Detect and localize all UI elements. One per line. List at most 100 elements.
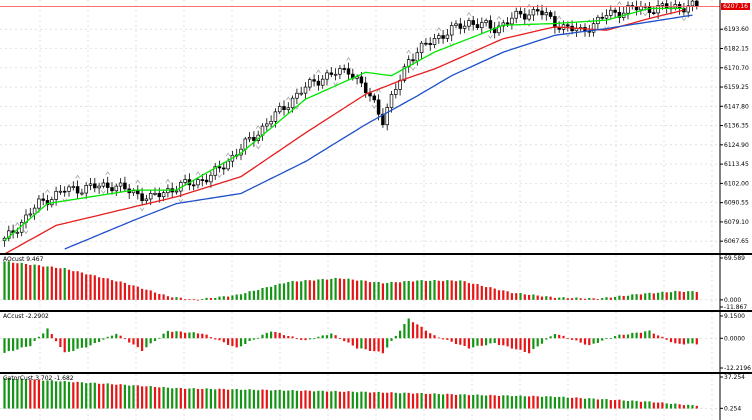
candle-bullish xyxy=(514,10,518,19)
pane-separator[interactable] xyxy=(0,310,752,312)
ao-bar xyxy=(308,280,311,300)
ac-bar xyxy=(24,338,28,347)
gator-bar xyxy=(605,399,608,409)
ac-bar xyxy=(497,338,501,345)
ao-bar xyxy=(678,291,681,300)
candle-bullish xyxy=(325,72,329,80)
ao-bar xyxy=(321,278,324,300)
ac-bar xyxy=(351,338,354,346)
ao-bar xyxy=(437,280,440,300)
ac-bar xyxy=(188,332,191,339)
ao-bar xyxy=(364,280,367,300)
ac-bar xyxy=(364,338,367,350)
gator-bar xyxy=(145,386,148,409)
gator-bar xyxy=(252,389,255,409)
gator-bar xyxy=(93,382,96,409)
ao-bar xyxy=(33,264,36,300)
ao-bar xyxy=(618,295,621,300)
candle-bullish xyxy=(338,68,342,75)
ao-bar xyxy=(566,298,569,300)
candle-bearish xyxy=(157,193,162,198)
ao-bar xyxy=(377,281,380,300)
gator-bar xyxy=(536,396,539,409)
gator-bar xyxy=(33,379,36,409)
ac-bar xyxy=(476,338,479,346)
ao-bar xyxy=(446,280,449,300)
gator-histogram-svg: 37.254 0.254 xyxy=(0,374,745,420)
ao-bar xyxy=(295,281,298,300)
gator-bar xyxy=(433,393,436,409)
ac-bar xyxy=(631,332,634,339)
ac-histogram-svg: 9.1500 0.0000 -12.2196 xyxy=(0,312,751,372)
candle-bullish xyxy=(299,92,303,95)
candle-bearish xyxy=(312,79,316,82)
fractal-up-marker xyxy=(225,152,231,157)
fractal-down-marker xyxy=(62,198,67,203)
candle-bullish xyxy=(101,182,106,187)
fractal-up-marker xyxy=(406,49,411,54)
gator-bar xyxy=(106,383,109,409)
ac-bar xyxy=(72,338,75,351)
price-chart-pane[interactable]: 6193.60 6182.15 6170.70 6159.25 6147.80 6136.… xyxy=(0,0,752,253)
ao-bar xyxy=(55,267,58,300)
ao-bar xyxy=(338,278,341,300)
candle-bullish xyxy=(277,106,282,113)
candle-bearish xyxy=(75,186,80,194)
ao-bar xyxy=(24,263,28,300)
gator-bar xyxy=(313,391,316,409)
candle-bullish xyxy=(67,186,71,192)
ao-bar xyxy=(351,279,354,300)
ao-bar xyxy=(523,294,526,300)
ao-indicator-pane[interactable]: 69.589 0.000 -11.867 AOcust 9.467 xyxy=(0,255,752,310)
ao-bar xyxy=(450,280,453,300)
fractal-up-marker xyxy=(617,1,622,6)
current-price-tag: 6207.16 xyxy=(721,3,750,10)
gator-bar xyxy=(67,381,71,409)
ac-bar xyxy=(132,338,135,345)
ao-bar xyxy=(442,281,445,300)
ao-bar xyxy=(532,294,535,300)
candle-bearish xyxy=(535,9,540,12)
ac-bar xyxy=(403,324,406,339)
gator-bar xyxy=(639,401,642,409)
fractal-up-marker xyxy=(135,179,141,184)
ao-bar xyxy=(153,292,157,300)
candle-bullish xyxy=(118,182,123,187)
ao-bar xyxy=(330,278,333,300)
ac-indicator-pane[interactable]: 9.1500 0.0000 -12.2196 ACcust -2.2902 xyxy=(0,312,752,372)
ac-bar xyxy=(55,338,58,342)
candle-bullish xyxy=(527,14,531,20)
fractal-down-marker xyxy=(372,104,377,109)
ac-bar xyxy=(145,338,148,348)
candle-bullish xyxy=(161,192,166,198)
ao-bar xyxy=(218,296,221,300)
ac-bar xyxy=(80,338,83,348)
gator-bar xyxy=(459,394,462,409)
ac-bar xyxy=(622,334,625,339)
gator-bar xyxy=(540,396,544,409)
gator-bar xyxy=(596,399,599,409)
ao-bar xyxy=(467,283,470,300)
gator-bar xyxy=(454,394,458,409)
candle-bullish xyxy=(626,5,630,14)
ao-bar xyxy=(136,286,139,300)
ac-bar xyxy=(536,338,539,347)
gator-indicator-pane[interactable]: 37.254 0.254 GatorCust 3.702 -1.682 xyxy=(0,374,752,420)
fractal-down-marker xyxy=(178,199,184,203)
ao-bar xyxy=(639,294,642,300)
ao-bar xyxy=(93,275,96,300)
ac-bar xyxy=(300,338,303,340)
candle-bearish xyxy=(140,193,144,202)
candle-bearish xyxy=(518,10,523,15)
price-chart-svg[interactable]: 6193.60 6182.15 6170.70 6159.25 6147.80 6136.… xyxy=(0,0,752,253)
pane-separator[interactable] xyxy=(0,253,752,255)
ao-bar xyxy=(209,297,212,300)
pane-separator[interactable] xyxy=(0,372,752,374)
ao-bar xyxy=(549,296,552,300)
candle-bearish xyxy=(647,5,652,13)
fractal-up-marker xyxy=(75,174,80,179)
gator-bar xyxy=(265,389,268,409)
ao-bar xyxy=(652,293,655,300)
candle-bearish xyxy=(346,68,351,75)
candle-bullish xyxy=(415,52,420,62)
